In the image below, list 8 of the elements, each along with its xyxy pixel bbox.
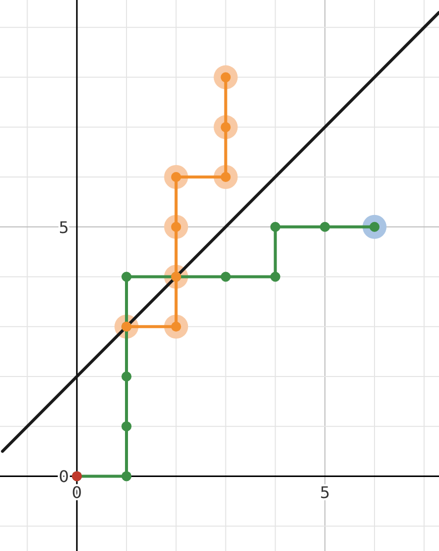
point [270, 222, 280, 232]
point [121, 421, 132, 432]
point [121, 371, 132, 382]
point [320, 222, 330, 232]
point [121, 471, 132, 482]
point [220, 272, 231, 282]
point [270, 272, 280, 282]
point [121, 272, 132, 282]
